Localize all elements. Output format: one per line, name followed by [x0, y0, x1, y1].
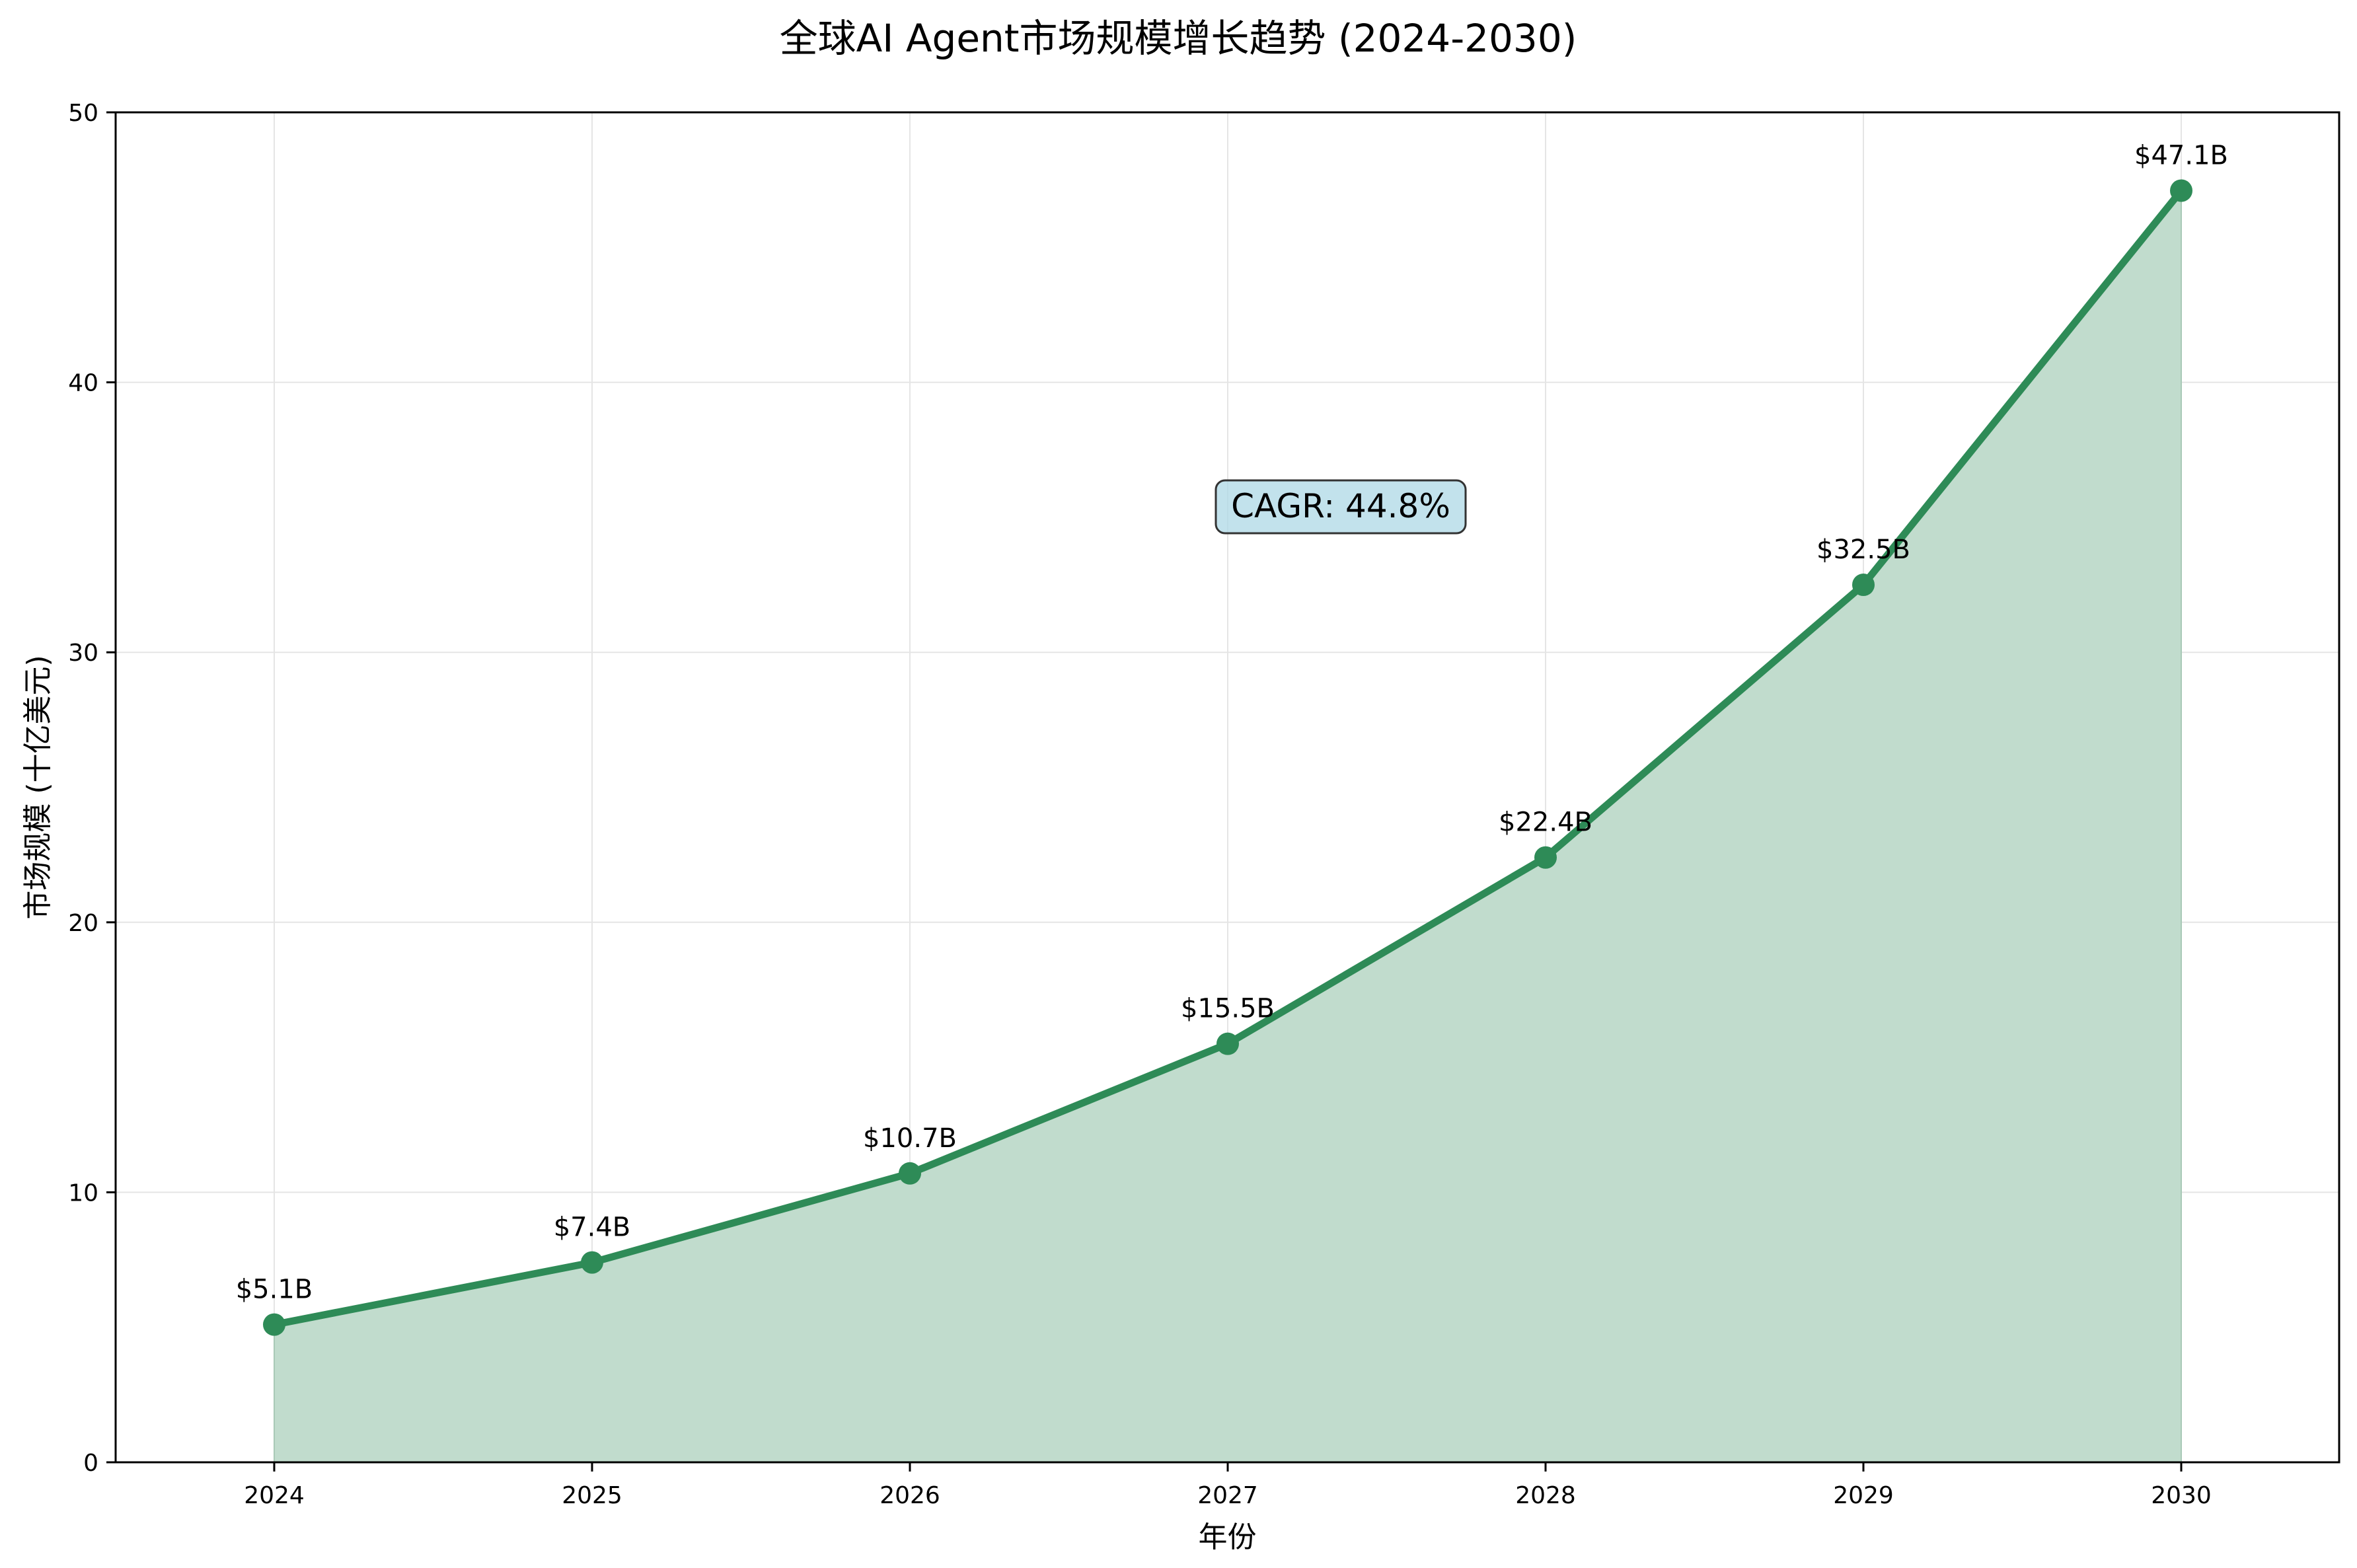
data-label: $32.5B: [1816, 535, 1910, 565]
y-axis-title: 市场规模 (十亿美元): [21, 655, 55, 919]
data-point: [1852, 574, 1875, 597]
y-tick-label: 20: [68, 910, 98, 937]
data-label: $15.5B: [1181, 994, 1275, 1024]
data-label: $10.7B: [863, 1123, 957, 1154]
x-tick-label: 2029: [1833, 1482, 1894, 1509]
y-tick-label: 30: [68, 640, 98, 667]
x-tick-label: 2030: [2151, 1482, 2212, 1509]
data-label: $22.4B: [1499, 807, 1592, 838]
data-point: [581, 1251, 603, 1274]
cagr-annotation: CAGR: 44.8%: [1215, 479, 1467, 535]
y-tick-label: 10: [68, 1179, 98, 1207]
data-label: $47.1B: [2134, 140, 2228, 170]
x-axis: 2024 2025 2026 2027 2028 2029 2030: [244, 1462, 2212, 1509]
cagr-box: [1215, 479, 1467, 535]
data-point: [1216, 1032, 1239, 1055]
y-tick-label: 0: [83, 1450, 98, 1477]
data-point: [2170, 179, 2192, 202]
x-tick-label: 2024: [244, 1482, 305, 1509]
data-point: [899, 1162, 921, 1185]
data-point: [263, 1313, 285, 1336]
data-labels: $5.1B $7.4B $10.7B $15.5B $22.4B $32.5B $47.1B: [236, 140, 2228, 1304]
x-tick-label: 2026: [879, 1482, 940, 1509]
y-tick-label: 40: [68, 370, 98, 397]
data-points: [263, 179, 2192, 1336]
x-tick-label: 2027: [1197, 1482, 1258, 1509]
x-tick-label: 2028: [1515, 1482, 1576, 1509]
chart-title: 全球AI Agent市场规模增长趋势 (2024-2030): [780, 16, 1577, 61]
data-label: $7.4B: [554, 1213, 631, 1243]
x-tick-label: 2025: [562, 1482, 622, 1509]
data-label: $5.1B: [236, 1275, 313, 1305]
y-tick-label: 50: [68, 100, 98, 127]
data-point: [1534, 846, 1557, 869]
y-axis: 0 10 20 30 40 50: [68, 100, 116, 1477]
x-axis-title: 年份: [1199, 1520, 1257, 1554]
cagr-label: CAGR: 44.8%: [1231, 487, 1450, 525]
